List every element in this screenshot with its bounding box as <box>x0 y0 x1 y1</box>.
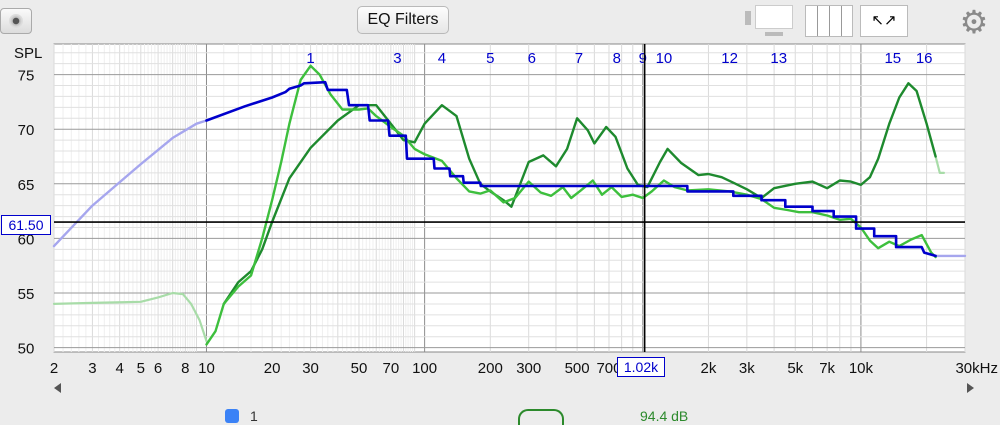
series-line-green-dark <box>222 82 937 306</box>
filter-marker-label: 10 <box>656 50 673 67</box>
x-tick-label: 300 <box>516 360 541 377</box>
x-tick-label: 7k <box>819 360 835 377</box>
check-toggle-button[interactable] <box>518 409 564 425</box>
filter-marker-label: 13 <box>770 50 787 67</box>
x-tick-label: 10k <box>849 360 874 377</box>
columns-icon <box>806 6 852 36</box>
x-tick-label: 8 <box>181 360 189 377</box>
y-tick-label: 65 <box>18 177 35 194</box>
y-tick-label: 70 <box>18 122 35 139</box>
single-pane-icon-bar <box>765 32 783 36</box>
x-tick-label: 30kHz <box>955 360 998 377</box>
filter-marker-label: 6 <box>528 50 536 67</box>
filter-marker-label: 4 <box>438 50 446 67</box>
x-tick-label: 200 <box>478 360 503 377</box>
expand-arrows-button[interactable]: ↖↗ <box>860 5 908 37</box>
x-tick-label: 20 <box>264 360 281 377</box>
filter-marker-label: 16 <box>916 50 933 67</box>
series-line-green-light <box>934 155 945 174</box>
y-tick-label: 60 <box>18 231 35 248</box>
filter-marker-label: 15 <box>884 50 901 67</box>
y-axis-label: SPL <box>14 45 42 62</box>
x-tick-label: 2k <box>701 360 717 377</box>
x-tick-label: 5 <box>137 360 145 377</box>
x-tick-label: 10 <box>198 360 215 377</box>
plot-area <box>53 43 966 353</box>
scroll-right-arrow-icon[interactable] <box>967 383 974 393</box>
filter-markers: 1 3 4 5 6 7 8 9 10 12 13 15 16 <box>306 50 932 67</box>
filter-marker-label: 1 <box>306 50 314 67</box>
bottom-strip: 1 94.4 dB <box>0 400 1000 425</box>
eq-filters-button[interactable]: EQ Filters <box>357 6 449 34</box>
single-pane-button[interactable] <box>745 5 795 37</box>
x-tick-label: 3 <box>88 360 96 377</box>
series-line-green-light <box>52 291 208 343</box>
checkbox-label: 1 <box>250 408 258 424</box>
filter-marker-label: 5 <box>486 50 494 67</box>
x-tick-label: 5k <box>787 360 803 377</box>
single-pane-icon <box>745 11 751 25</box>
x-tick-label: 4 <box>115 360 123 377</box>
x-tick-label: 2 <box>50 360 58 377</box>
filter-marker-label: 12 <box>721 50 738 67</box>
y-tick-label: 75 <box>18 68 35 85</box>
columns-button[interactable] <box>805 5 853 37</box>
checkbox[interactable] <box>225 409 239 423</box>
scroll-left-arrow-icon[interactable] <box>54 383 61 393</box>
camera-button[interactable] <box>0 8 32 34</box>
x-tick-label: 700 <box>596 360 621 377</box>
level-value: 94.4 dB <box>640 408 689 424</box>
x-tick-label: 70 <box>382 360 399 377</box>
filter-marker-label: 8 <box>613 50 621 67</box>
x-tick-label: 500 <box>565 360 590 377</box>
cursor-x-readout: 1.02k <box>617 357 665 377</box>
single-pane-icon-frame <box>755 5 793 29</box>
x-tick-label: 100 <box>412 360 437 377</box>
cursor-crosshair <box>54 44 965 352</box>
gear-icon: ⚙ <box>959 4 989 40</box>
camera-icon <box>9 14 23 28</box>
expand-arrows-icon: ↖↗ <box>871 12 897 29</box>
series-line-target-light <box>52 119 208 248</box>
chart-grid <box>53 43 966 353</box>
filter-marker-label: 9 <box>639 50 647 67</box>
filter-marker-label: 3 <box>393 50 401 67</box>
y-tick-label: 50 <box>18 341 35 358</box>
horizontal-scrollbar[interactable] <box>54 381 974 395</box>
x-tick-label: 50 <box>351 360 368 377</box>
settings-button[interactable]: ⚙ <box>956 4 992 40</box>
x-tick-label: 6 <box>154 360 162 377</box>
x-tick-label: 3k <box>739 360 755 377</box>
toolbar: EQ Filters ↖↗ ⚙ <box>0 0 1000 44</box>
y-tick-label: 55 <box>18 286 35 303</box>
x-tick-label: 30 <box>302 360 319 377</box>
cursor-y-readout: 61.50 <box>1 215 51 235</box>
filter-marker-label: 7 <box>575 50 583 67</box>
